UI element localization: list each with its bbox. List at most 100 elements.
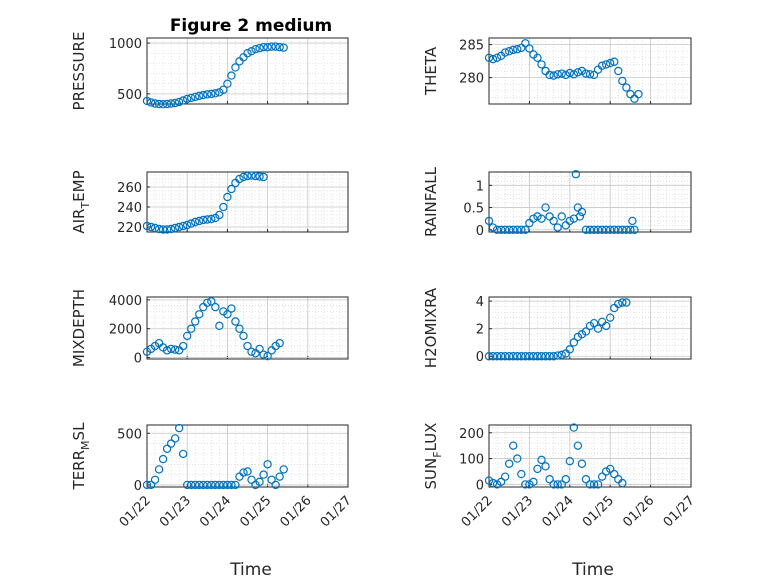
data-point (162, 346, 172, 355)
data-point (492, 225, 502, 234)
data-point (259, 172, 268, 182)
data-point (505, 459, 514, 468)
data-point (601, 60, 611, 69)
data-point (166, 99, 176, 108)
subplot-rainfall: 0 0.5 1 RAINFALL (422, 166, 692, 239)
x-tick-label: 01/24 (197, 493, 234, 530)
data-point (275, 472, 284, 481)
data-point (203, 215, 212, 224)
data-point (271, 42, 280, 51)
data-point (243, 341, 252, 351)
data-point (211, 302, 220, 312)
data-point (549, 216, 558, 226)
data-point (235, 472, 244, 481)
data-point (549, 352, 558, 361)
data-point (496, 352, 506, 361)
data-point (597, 61, 607, 70)
data-point (142, 221, 152, 231)
data-point (565, 216, 575, 226)
data-point (521, 480, 530, 489)
data-point (622, 225, 631, 234)
data-point (622, 83, 631, 92)
data-point (533, 464, 542, 474)
data-point (618, 298, 627, 307)
data-point (158, 100, 168, 109)
data-point (235, 174, 244, 184)
subplot-sun-flux: 01/22 01/23 01/24 01/25 01/26 01/27 0 100 200 SUN… (422, 423, 698, 531)
data-point (235, 324, 244, 333)
data-point (142, 480, 152, 490)
x-axis-label-right: Time (571, 560, 614, 580)
data-point (207, 297, 216, 306)
data-point (166, 224, 176, 234)
data-point (597, 472, 607, 481)
data-point (513, 45, 522, 54)
data-point (199, 215, 208, 225)
data-point (162, 444, 172, 453)
data-point (529, 352, 538, 361)
y-tick-label: 2000 (109, 323, 142, 338)
x-tick-label: 01/22 (117, 493, 154, 530)
data-point (549, 480, 558, 489)
data-point (492, 352, 502, 361)
data-point (496, 225, 506, 234)
data-point (166, 344, 176, 354)
data-point (541, 462, 550, 471)
data-point (537, 352, 546, 361)
data-point (259, 350, 268, 359)
y-tick-label: 4000 (109, 294, 142, 309)
data-point (263, 42, 272, 52)
data-point (628, 216, 637, 226)
data-point (549, 71, 558, 80)
data-point (150, 99, 160, 108)
data-point (187, 219, 196, 228)
y-tick-label: 500 (117, 88, 142, 103)
data-point (243, 171, 252, 181)
data-point (219, 480, 228, 490)
y-tick-label: 285 (459, 39, 484, 54)
data-point (239, 331, 248, 341)
data-point (154, 99, 164, 109)
data-point (215, 321, 224, 331)
data-point (585, 225, 595, 234)
data-point (231, 63, 240, 72)
x-tick-label: 01/25 (237, 493, 274, 530)
y-tick-label: 260 (117, 181, 142, 196)
data-point (488, 54, 498, 64)
data-point (227, 184, 236, 194)
data-point (191, 480, 200, 490)
y-axis-label: AIRTEMP (70, 170, 92, 233)
y-tick-label: 220 (117, 221, 142, 236)
data-point (195, 216, 204, 226)
x-axis-label-left: Time (229, 560, 272, 580)
data-point (614, 225, 623, 234)
y-axis-label: THETA (422, 46, 440, 96)
data-point (581, 69, 591, 78)
data-point (207, 480, 216, 490)
data-point (606, 58, 615, 68)
data-point (581, 225, 591, 234)
data-point (541, 203, 550, 212)
y-tick-label: 0.5 (463, 202, 484, 217)
data-point (158, 225, 168, 234)
x-tick-label: 01/25 (580, 493, 617, 530)
data-point (626, 89, 635, 99)
data-point (533, 352, 542, 361)
data-point (581, 327, 591, 336)
data-point (589, 480, 599, 489)
data-point (484, 53, 494, 63)
data-point (215, 210, 224, 220)
data-point (577, 459, 587, 468)
data-point (203, 90, 212, 99)
data-point (146, 480, 156, 490)
x-tick-label: 01/23 (157, 493, 194, 530)
data-point (573, 441, 583, 450)
data-point (191, 92, 200, 102)
data-point (565, 68, 575, 78)
data-point (170, 98, 180, 108)
data-point (243, 49, 252, 58)
data-point (239, 468, 248, 477)
data-point (585, 480, 595, 489)
y-tick-label: 1 (476, 179, 484, 194)
data-point (178, 96, 188, 105)
